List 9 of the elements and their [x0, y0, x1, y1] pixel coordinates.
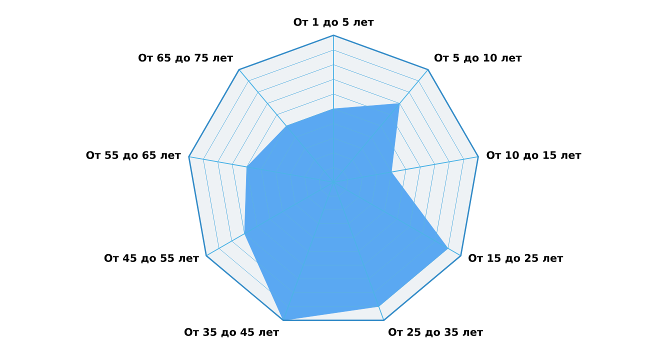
spoke-label: От 65 до 75 лет [138, 54, 234, 63]
spoke-label: От 1 до 5 лет [294, 18, 374, 28]
spoke-label: От 45 до 55 лет [104, 254, 199, 264]
spoke-label: От 15 до 25 лет [468, 254, 564, 264]
spoke-label: От 10 до 15 лет [486, 151, 582, 160]
spoke-label: От 55 до 65 лет [86, 151, 181, 160]
spoke-label: От 25 до 35 лет [388, 328, 484, 338]
spoke-label: От 35 до 45 лет [184, 328, 280, 338]
spoke-label: От 5 до 10 лет [434, 54, 522, 63]
